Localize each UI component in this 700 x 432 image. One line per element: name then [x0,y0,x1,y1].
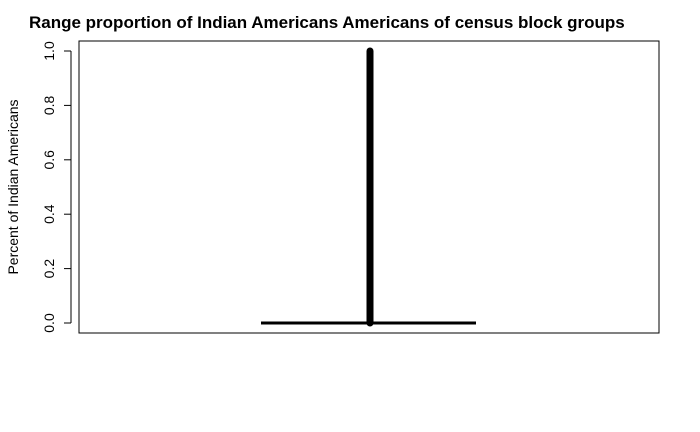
y-tick-label: 0.2 [41,259,57,279]
y-tick-label: 1.0 [41,41,57,61]
y-tick-label: 0.6 [41,150,57,170]
y-tick-label: 0.4 [41,204,57,224]
y-tick-label: 0.8 [41,95,57,115]
chart-title: Range proportion of Indian Americans Ame… [29,13,625,32]
y-tick-label: 0.0 [41,313,57,333]
plot-frame [78,40,660,334]
y-axis-label: Percent of Indian Americans [5,99,21,274]
y-axis: 0.0 0.2 0.4 0.6 0.8 1.0 [41,41,72,333]
data-marks [261,47,476,327]
